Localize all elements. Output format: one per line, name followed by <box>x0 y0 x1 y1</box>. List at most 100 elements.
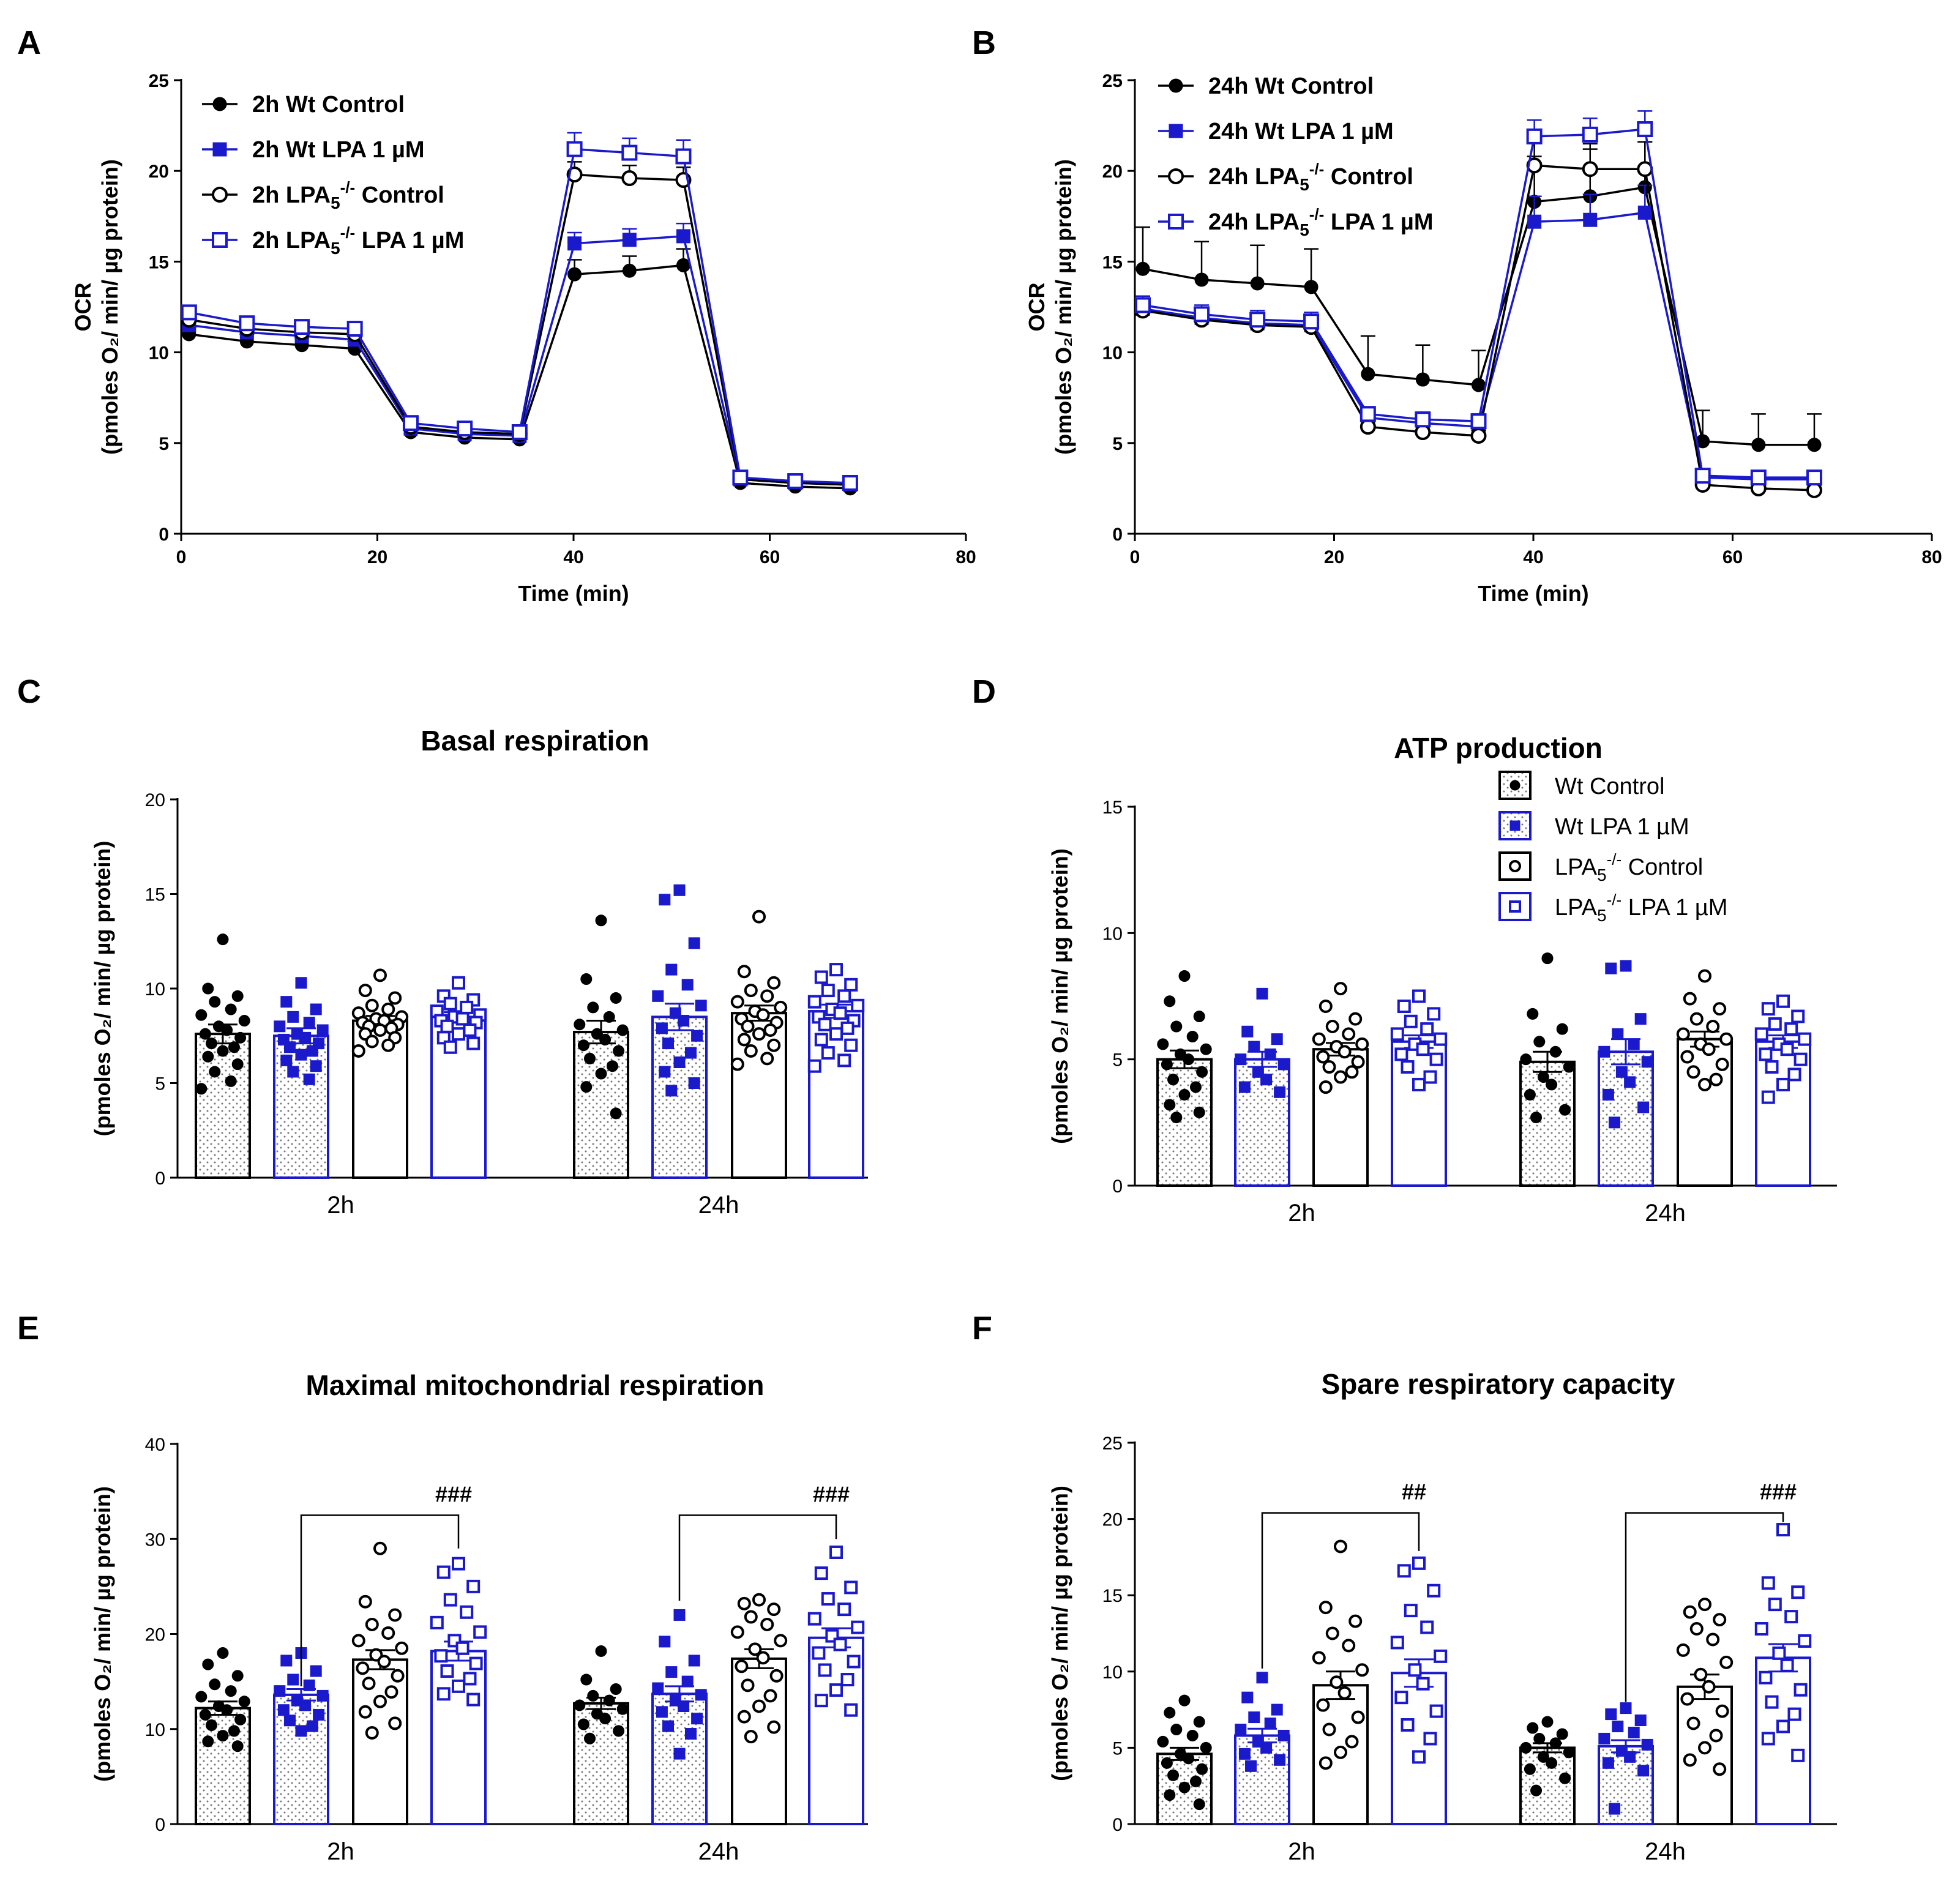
data-point <box>1423 1070 1437 1084</box>
data-point <box>756 1008 770 1022</box>
data-point <box>225 1685 237 1697</box>
data-point <box>744 1044 758 1058</box>
data-point <box>238 1015 250 1027</box>
data-point <box>574 1699 586 1711</box>
data-point <box>274 1685 286 1697</box>
data-point <box>744 1730 758 1744</box>
category-label: 24h <box>698 1192 739 1219</box>
data-point <box>1429 1704 1443 1718</box>
data-point <box>837 1053 851 1068</box>
significance-bracket <box>1625 1512 1784 1702</box>
y-tick-label: 0 <box>159 525 169 545</box>
data-point <box>1527 214 1542 229</box>
data-point <box>365 1726 379 1740</box>
data-point <box>837 989 851 1003</box>
data-point <box>280 996 293 1008</box>
bar-group-0 <box>195 1647 251 1825</box>
data-point <box>1415 411 1431 428</box>
category-label: 24h <box>1645 1200 1686 1227</box>
data-point <box>365 998 379 1012</box>
data-point <box>202 1050 214 1063</box>
data-point <box>1715 1057 1729 1071</box>
legend-label-main: LPA <box>1555 854 1598 880</box>
legend-label: Wt Control <box>1555 774 1664 799</box>
data-point <box>358 984 372 998</box>
data-point <box>1761 1732 1775 1746</box>
data-point <box>1620 960 1632 972</box>
data-point <box>1615 1066 1628 1078</box>
data-point <box>1559 1772 1571 1784</box>
data-point <box>814 1033 828 1047</box>
x-tick-label: 20 <box>1324 547 1344 567</box>
data-point <box>673 1609 686 1621</box>
data-point <box>1193 1798 1205 1811</box>
bar-group-2 <box>1312 982 1369 1187</box>
data-point <box>1434 1649 1448 1663</box>
data-point <box>1537 1071 1549 1083</box>
legend-item-1: 2h Wt LPA 1 µM <box>202 137 425 163</box>
data-point <box>1316 1698 1330 1712</box>
data-point <box>606 1060 618 1072</box>
data-point <box>818 1663 832 1677</box>
data-point <box>1706 1020 1720 1034</box>
data-point <box>1337 1045 1352 1059</box>
data-point <box>1791 1009 1805 1023</box>
bar <box>352 1019 408 1180</box>
data-point <box>1416 1677 1430 1691</box>
bar <box>430 1650 487 1826</box>
data-point <box>1164 1099 1176 1111</box>
data-point <box>1248 1711 1260 1724</box>
data-point <box>1312 1651 1326 1665</box>
data-point <box>436 1565 451 1579</box>
data-point <box>1798 1634 1812 1648</box>
data-point <box>1200 1741 1212 1754</box>
data-point <box>466 1692 481 1707</box>
legend-label: 24h LPA5-/- Control <box>1208 160 1413 194</box>
bar-group-4 <box>573 1645 629 1826</box>
data-point <box>1235 1723 1247 1735</box>
bar-group-0 <box>195 933 251 1180</box>
data-point <box>665 963 678 976</box>
y-tick-label: 15 <box>145 885 165 905</box>
data-point <box>1416 1042 1430 1056</box>
data-point <box>231 1740 244 1752</box>
data-point <box>673 1056 686 1069</box>
data-point <box>1798 1032 1812 1046</box>
y-tick-label: 20 <box>1102 1510 1123 1530</box>
category-label: 2h <box>1288 1200 1315 1227</box>
y-tick-label: 10 <box>145 979 165 1000</box>
data-point <box>1713 1762 1727 1776</box>
data-point <box>737 965 751 979</box>
data-point <box>737 1033 751 1047</box>
data-point <box>659 1066 671 1078</box>
data-point <box>1186 1729 1199 1741</box>
data-point <box>1524 1088 1536 1101</box>
category-label: 24h <box>698 1838 739 1865</box>
data-point <box>443 1593 457 1607</box>
data-point <box>1620 1702 1632 1714</box>
data-point <box>737 1710 751 1724</box>
series-line <box>189 264 850 490</box>
y-tick-label: 25 <box>149 71 169 91</box>
data-point <box>316 1689 329 1702</box>
legend-label-main: 24h Wt LPA 1 µM <box>1208 119 1394 144</box>
data-point <box>234 1031 247 1044</box>
data-point <box>295 1725 307 1737</box>
data-point <box>752 910 766 924</box>
data-point <box>373 1694 387 1708</box>
data-point <box>829 1027 843 1041</box>
data-point <box>1248 1041 1260 1053</box>
data-point <box>760 989 774 1003</box>
data-point <box>1420 1620 1434 1634</box>
data-point <box>1238 1748 1251 1760</box>
data-point <box>1345 1065 1359 1079</box>
significance-0: ### <box>300 1481 472 1686</box>
data-point <box>1602 1757 1614 1769</box>
y-tick-label: 0 <box>1112 525 1123 545</box>
data-point <box>760 1617 774 1631</box>
data-point <box>595 914 607 927</box>
data-point <box>1702 1680 1716 1694</box>
data-point <box>351 1044 365 1058</box>
y-tick-label: 10 <box>1102 1662 1123 1683</box>
data-point <box>665 1085 678 1097</box>
